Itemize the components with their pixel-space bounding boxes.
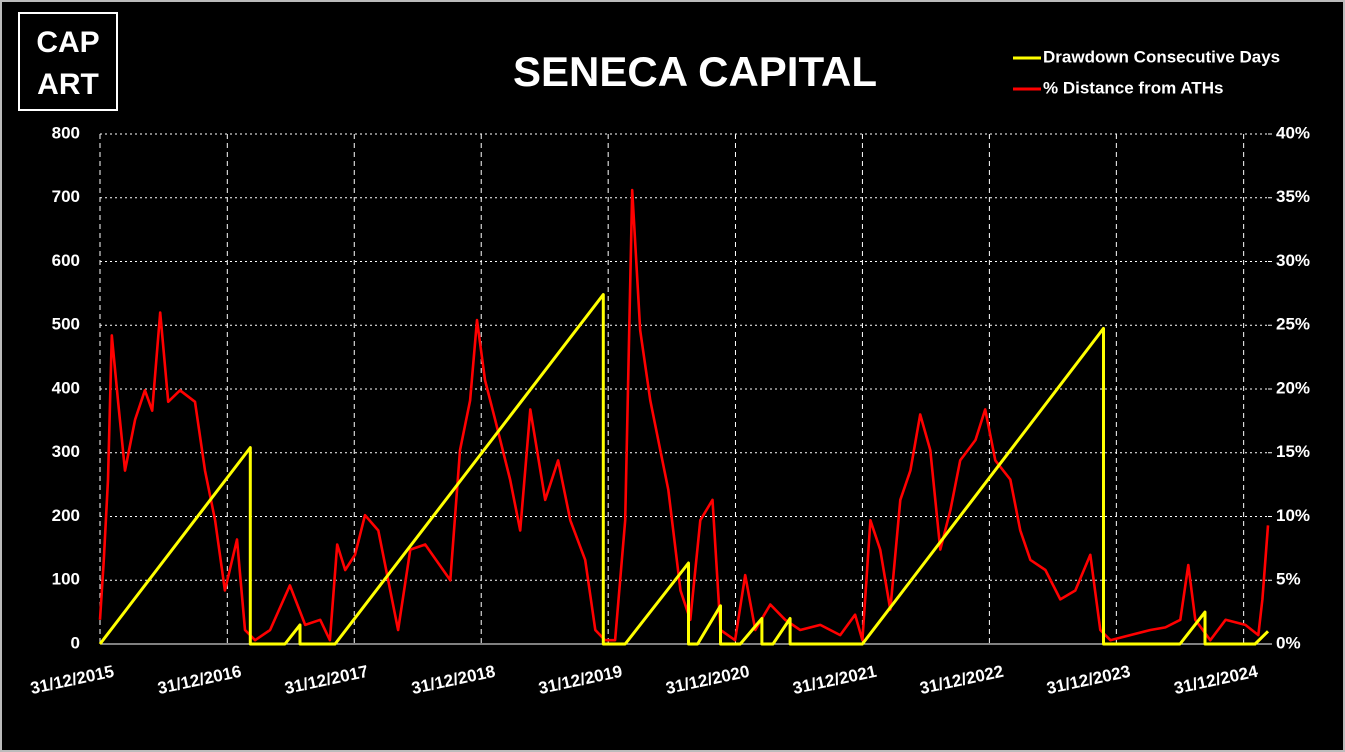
y2-tick-label: 0% bbox=[1276, 633, 1301, 652]
chart-title: SENECA CAPITAL bbox=[513, 48, 877, 95]
logo-text: ART bbox=[37, 68, 99, 101]
y2-tick-label: 20% bbox=[1276, 378, 1310, 397]
legend-label: Drawdown Consecutive Days bbox=[1043, 47, 1280, 66]
y-tick-label: 200 bbox=[52, 506, 80, 525]
y-tick-label: 300 bbox=[52, 442, 80, 461]
y-tick-label: 600 bbox=[52, 251, 80, 270]
series-line bbox=[98, 293, 1270, 646]
y2-tick-label: 35% bbox=[1276, 187, 1310, 206]
legend-label: % Distance from ATHs bbox=[1043, 78, 1223, 97]
logo-text: CAP bbox=[36, 26, 99, 59]
y2-tick-label: 10% bbox=[1276, 506, 1310, 525]
logo-box bbox=[18, 12, 118, 111]
y2-tick-label: 15% bbox=[1276, 442, 1310, 461]
y-tick-label: 400 bbox=[52, 378, 80, 397]
y-tick-label: 500 bbox=[52, 315, 80, 334]
y2-tick-label: 40% bbox=[1276, 123, 1310, 142]
y-tick-label: 100 bbox=[52, 570, 80, 589]
y2-tick-label: 25% bbox=[1276, 315, 1310, 334]
series-line bbox=[98, 188, 1270, 642]
y-tick-label: 0 bbox=[71, 633, 80, 652]
y2-tick-label: 30% bbox=[1276, 251, 1310, 270]
y2-tick-label: 5% bbox=[1276, 570, 1301, 589]
y-tick-label: 700 bbox=[52, 187, 80, 206]
y-tick-label: 800 bbox=[52, 123, 80, 142]
